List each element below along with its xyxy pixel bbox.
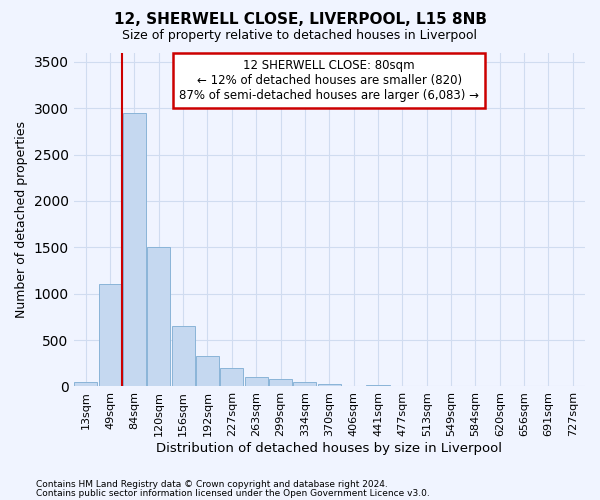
Bar [196,356,219,386]
Text: 12, SHERWELL CLOSE, LIVERPOOL, L15 8NB: 12, SHERWELL CLOSE, LIVERPOOL, L15 8NB [113,12,487,28]
Bar [245,377,268,386]
Bar [74,382,97,386]
Text: 12 SHERWELL CLOSE: 80sqm
← 12% of detached houses are smaller (820)
87% of semi-: 12 SHERWELL CLOSE: 80sqm ← 12% of detach… [179,59,479,102]
Text: Contains public sector information licensed under the Open Government Licence v3: Contains public sector information licen… [36,489,430,498]
Bar [293,382,316,386]
Bar [172,326,195,386]
Bar [123,113,146,386]
Text: Contains HM Land Registry data © Crown copyright and database right 2024.: Contains HM Land Registry data © Crown c… [36,480,388,489]
Bar [147,248,170,386]
X-axis label: Distribution of detached houses by size in Liverpool: Distribution of detached houses by size … [156,442,502,455]
Y-axis label: Number of detached properties: Number of detached properties [15,121,28,318]
Bar [367,384,389,386]
Bar [98,284,122,386]
Text: Size of property relative to detached houses in Liverpool: Size of property relative to detached ho… [122,28,478,42]
Bar [220,368,244,386]
Bar [318,384,341,386]
Bar [269,379,292,386]
